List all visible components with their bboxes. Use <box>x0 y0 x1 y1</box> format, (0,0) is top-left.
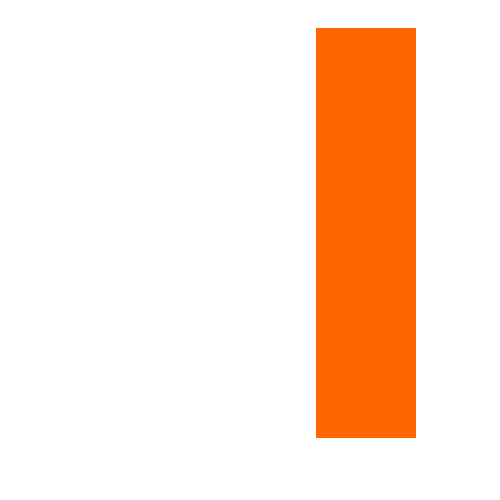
orange-block <box>316 28 416 438</box>
